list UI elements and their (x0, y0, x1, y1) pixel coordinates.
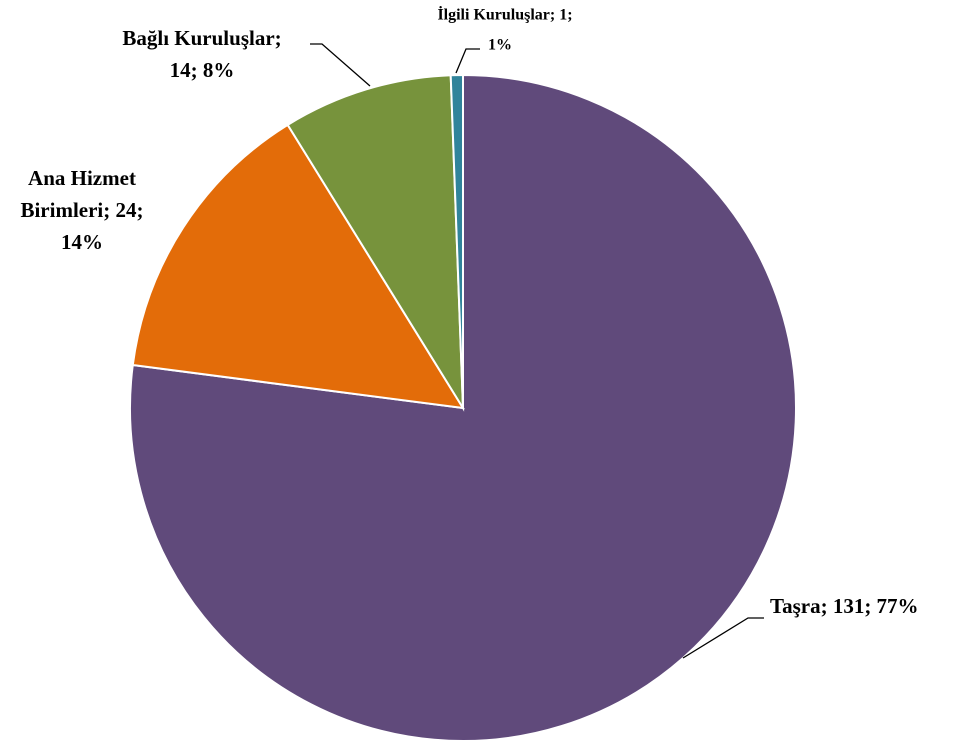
data-label: 14; 8% (170, 58, 235, 82)
data-label: Bağlı Kuruluşlar; (122, 26, 281, 50)
data-label: Taşra; 131; 77% (770, 594, 919, 618)
pie-slice (449, 73, 464, 409)
data-label: Birimleri; 24; (20, 198, 143, 222)
pie-slice (129, 73, 797, 742)
pie (129, 73, 797, 742)
data-label: İlgili Kuruluşlar; 1; (437, 5, 572, 24)
leader-line (455, 48, 480, 74)
leader-line (682, 617, 764, 659)
leader-line (310, 43, 371, 87)
pie-slice (286, 74, 465, 412)
data-label: 1% (488, 37, 512, 54)
data-label: 14% (61, 230, 103, 254)
pie-slice (131, 123, 465, 410)
data-label: Ana Hizmet (28, 166, 136, 190)
